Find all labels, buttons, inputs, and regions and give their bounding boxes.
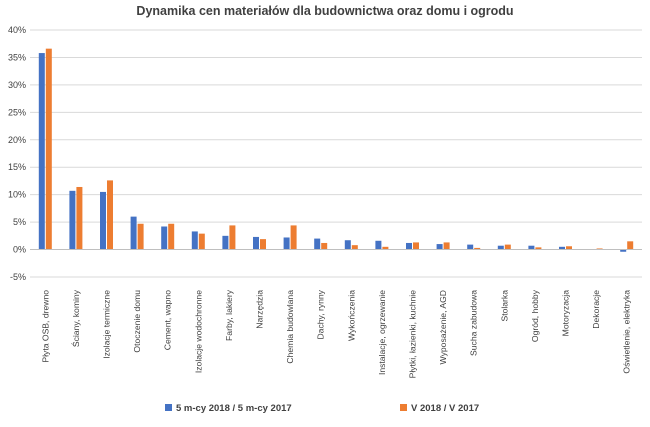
- y-tick-label: 10%: [8, 190, 26, 200]
- bar-series-2: [443, 242, 450, 250]
- bar-series-1: [559, 246, 565, 250]
- bar-series-1: [130, 216, 137, 250]
- bar-series-1: [344, 240, 351, 250]
- chart-title: Dynamika cen materiałów dla budownictwa …: [136, 4, 513, 18]
- bar-series-1: [161, 226, 168, 250]
- bar-series-1: [497, 245, 504, 250]
- bar-series-2: [566, 246, 572, 250]
- x-tick-label: Dekoracje: [591, 290, 601, 329]
- x-tick-label: Oświetlenie, elektryka: [622, 290, 632, 374]
- bar-series-2: [627, 241, 634, 250]
- y-tick-label: 40%: [8, 25, 26, 35]
- y-tick-label: 15%: [8, 162, 26, 172]
- x-tick-label: Cement, wapno: [163, 290, 173, 350]
- bar-series-2: [321, 242, 328, 250]
- x-tick-label: Płyta OSB, drewno: [40, 290, 50, 363]
- x-tick-label: Wykończenia: [346, 290, 356, 341]
- bar-series-2: [290, 225, 297, 250]
- y-tick-label: 5%: [13, 217, 26, 227]
- legend: 5 m-cy 2018 / 5 m-cy 2017 V 2018 / V 2017: [165, 403, 479, 414]
- x-tick-label: Motoryzacja: [561, 290, 571, 337]
- x-tick-label: Izolacje wodochronne: [193, 290, 203, 373]
- legend-label: 5 m-cy 2018 / 5 m-cy 2017: [176, 403, 292, 414]
- bar-series-2: [198, 233, 205, 250]
- legend-swatch: [165, 404, 172, 411]
- y-tick-label: 0%: [13, 245, 26, 255]
- x-tick-label: Stolarka: [499, 290, 509, 322]
- y-tick-label: 20%: [8, 135, 26, 145]
- bar-series-1: [100, 191, 106, 250]
- bar-series-2: [535, 247, 542, 250]
- bar-series-1: [69, 190, 76, 250]
- y-tick-label: 25%: [8, 107, 26, 117]
- bar-series-1: [528, 245, 535, 250]
- bars: [30, 48, 642, 252]
- bar-series-1: [314, 238, 321, 250]
- x-tick-label: Wyposażenie, AGD: [438, 290, 448, 364]
- legend-label: V 2018 / V 2017: [411, 403, 479, 414]
- x-tick-label: Chemia budowlana: [285, 290, 295, 364]
- bar-series-1: [253, 236, 259, 250]
- x-tick-label: Instalacje, ogrzewanie: [377, 290, 387, 375]
- legend-swatch: [400, 404, 407, 411]
- y-tick-label: 35%: [8, 52, 26, 62]
- bar-series-2: [260, 239, 266, 250]
- y-tick-label: 30%: [8, 80, 26, 90]
- bar-series-1: [191, 231, 198, 250]
- x-tick-label: Farby, lakiery: [224, 289, 234, 341]
- bar-series-2: [76, 186, 83, 250]
- bar-series-1: [38, 53, 45, 250]
- bar-series-2: [596, 248, 603, 250]
- x-tick-label: Ściany, kominy: [70, 289, 81, 347]
- bar-series-1: [406, 242, 412, 250]
- bar-series-1: [436, 244, 443, 250]
- bar-series-2: [107, 180, 113, 250]
- bar-series-2: [137, 223, 144, 250]
- bar-series-2: [504, 244, 511, 250]
- x-axis-labels: Płyta OSB, drewno Ściany, kominy Izolacje …: [40, 289, 631, 378]
- bar-series-1: [467, 244, 474, 250]
- y-axis-ticks: -5% 0% 5% 10% 15% 20% 25% 30% 35% 40%: [8, 25, 26, 282]
- y-tick-label: -5%: [10, 272, 26, 282]
- bar-series-1: [620, 249, 627, 252]
- x-tick-label: Dachy, rynny: [316, 289, 326, 339]
- x-tick-label: Otoczenie domu: [132, 290, 142, 353]
- x-tick-label: Sucha zabudowa: [469, 290, 479, 356]
- bar-series-2: [382, 246, 389, 250]
- x-tick-label: Narzędzia: [255, 290, 265, 329]
- x-tick-label: Izolacje termiczne: [102, 290, 112, 359]
- bar-series-2: [474, 247, 481, 250]
- bar-series-2: [229, 225, 236, 250]
- bar-series-1: [375, 240, 382, 250]
- bar-series-2: [45, 48, 52, 250]
- bar-series-2: [413, 242, 419, 250]
- x-tick-label: Płytki, łazienki, kuchnie: [408, 290, 418, 379]
- bar-series-1: [222, 235, 229, 250]
- x-tick-label: Ogród, hobby: [530, 289, 540, 342]
- bar-series-1: [283, 237, 290, 250]
- bar-series-2: [351, 245, 358, 250]
- bar-series-2: [168, 223, 175, 250]
- gridlines: [30, 29, 642, 278]
